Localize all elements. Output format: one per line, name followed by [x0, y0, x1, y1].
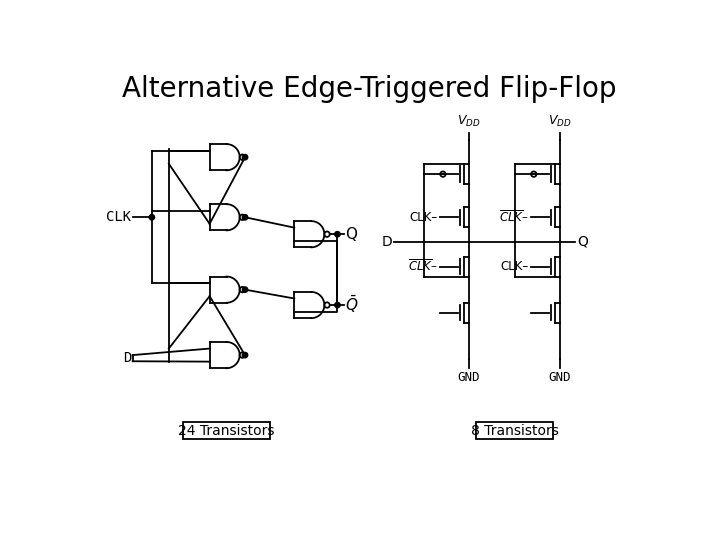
Text: GND: GND: [458, 372, 480, 384]
Text: Q: Q: [577, 235, 588, 249]
Text: 8 Transistors: 8 Transistors: [471, 423, 559, 437]
Circle shape: [243, 353, 248, 358]
FancyBboxPatch shape: [476, 422, 553, 439]
Text: CLK–: CLK–: [409, 211, 438, 224]
Text: Q: Q: [345, 227, 357, 242]
Circle shape: [335, 302, 340, 308]
Text: $V_{DD}$: $V_{DD}$: [457, 114, 481, 130]
Text: 24 Transistors: 24 Transistors: [179, 423, 275, 437]
Text: CLK: CLK: [106, 210, 131, 224]
FancyBboxPatch shape: [183, 422, 271, 439]
Circle shape: [149, 214, 155, 220]
Text: $\overline{CLK}$–: $\overline{CLK}$–: [499, 210, 528, 225]
Text: D: D: [122, 351, 131, 365]
Circle shape: [243, 214, 248, 220]
Text: $\overline{CLK}$–: $\overline{CLK}$–: [408, 259, 438, 274]
Circle shape: [335, 232, 340, 237]
Text: D: D: [382, 235, 392, 249]
Text: $\bar{Q}$: $\bar{Q}$: [345, 294, 359, 315]
Text: Alternative Edge-Triggered Flip-Flop: Alternative Edge-Triggered Flip-Flop: [122, 75, 616, 103]
Circle shape: [243, 154, 248, 160]
Text: CLK–: CLK–: [500, 260, 528, 273]
Text: $V_{DD}$: $V_{DD}$: [548, 114, 572, 130]
Text: GND: GND: [549, 372, 571, 384]
Circle shape: [243, 287, 248, 292]
